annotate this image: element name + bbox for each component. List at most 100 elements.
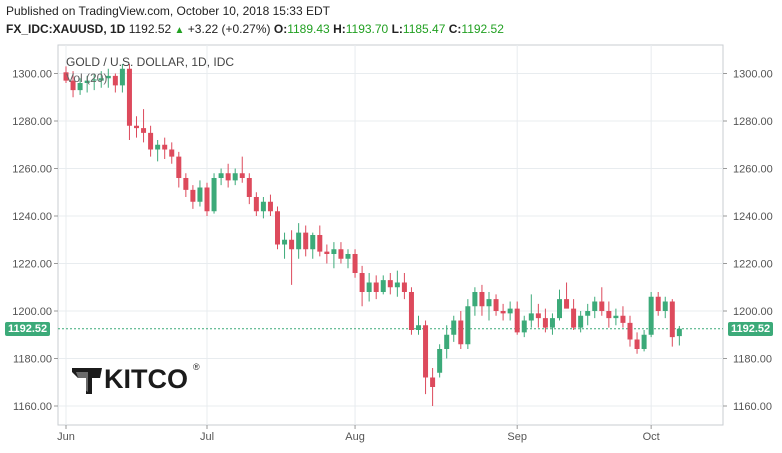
candle-up — [557, 289, 562, 321]
y-tick-label-left: 1180.00 — [13, 354, 52, 366]
candle-body — [239, 173, 245, 178]
grid-lines — [58, 45, 723, 425]
candle-body — [148, 132, 154, 150]
candle-down — [190, 185, 196, 209]
x-tick-label: Oct — [643, 431, 660, 443]
candle-body — [84, 80, 90, 83]
candle-body — [331, 249, 337, 254]
candle-up — [613, 308, 619, 326]
candle-down — [169, 142, 175, 164]
candle-up — [465, 299, 471, 349]
candle-body — [289, 239, 295, 250]
candle-body — [592, 301, 598, 311]
candle-body — [70, 80, 76, 91]
candle-body — [310, 235, 316, 250]
candle-body — [578, 315, 584, 328]
legend-title: GOLD / U.S. DOLLAR, 1D, IDC — [66, 55, 234, 69]
low-label: L: — [391, 22, 403, 36]
right-price-badge: 1192.52 — [728, 321, 774, 336]
candle-body — [317, 235, 323, 252]
candle-body — [669, 301, 675, 338]
candle-body — [394, 282, 400, 288]
kitco-registered: ® — [193, 362, 200, 372]
kitco-emblem-icon — [72, 368, 102, 394]
candle-body — [430, 377, 436, 387]
candle-body — [246, 178, 252, 197]
candle-body — [606, 311, 612, 319]
candle-body — [585, 311, 591, 316]
y-tick-label-right: 1280.00 — [733, 116, 773, 128]
candle-down — [324, 244, 330, 264]
candle-down — [423, 320, 429, 395]
candle-body — [634, 339, 640, 349]
candle-up — [366, 273, 372, 302]
published-caption: Published on TradingView.com, October 10… — [6, 4, 330, 18]
y-tick-label-right: 1260.00 — [733, 164, 773, 176]
plot-frame — [57, 44, 724, 426]
candle-up — [310, 232, 316, 259]
y-tick-label-left: 1300.00 — [12, 69, 52, 81]
candle-up — [282, 232, 288, 259]
candle-up — [592, 296, 598, 319]
candle-body — [282, 239, 288, 245]
y-tick-label-right: 1300.00 — [733, 69, 773, 81]
candle-body — [458, 320, 464, 345]
candle-body — [655, 296, 661, 311]
candle-body — [387, 280, 393, 288]
candle-down — [373, 275, 379, 300]
candle-down — [620, 306, 626, 328]
candle-up — [472, 287, 478, 316]
candle-body — [134, 125, 139, 129]
candle-body — [260, 201, 266, 212]
candle-body — [641, 334, 647, 349]
candle-body — [627, 322, 633, 340]
high-value: 1193.70 — [345, 22, 389, 36]
candle-body — [676, 328, 682, 337]
x-tick-label: Jul — [200, 431, 214, 443]
candle-down — [289, 230, 295, 285]
y-tick-label-left: 1200.00 — [12, 306, 52, 318]
candle-body — [345, 254, 351, 259]
candle-down — [63, 66, 69, 83]
candle-body — [620, 315, 626, 323]
candle-body — [451, 320, 457, 335]
candle-down — [627, 315, 633, 347]
candle-body — [324, 251, 330, 254]
candle-body — [557, 299, 562, 319]
candle-down — [564, 282, 570, 309]
candle-down — [317, 225, 323, 257]
candle-up — [84, 75, 90, 93]
candle-body — [465, 306, 471, 345]
candle-up — [585, 303, 591, 326]
candle-body — [204, 187, 210, 212]
candle-body — [218, 173, 224, 178]
candle-down — [599, 287, 605, 316]
candle-body — [155, 144, 161, 150]
axis-ticks: 1160.00 1160.00 1180.00 1180.00 1200.00 1200.… — [12, 69, 773, 444]
open-value: 1189.43 — [287, 22, 330, 36]
legend-volume: Vol (20) — [66, 71, 107, 85]
candle-body — [401, 282, 407, 292]
candle-body — [338, 249, 344, 259]
candle-up — [578, 311, 584, 333]
close-label: C: — [448, 22, 462, 36]
candle-up — [521, 315, 527, 338]
candle-down — [204, 182, 210, 216]
candle-down — [669, 299, 675, 347]
candle-down — [141, 109, 147, 143]
candle-up — [380, 275, 386, 295]
candle-body — [176, 156, 182, 178]
candle-down — [493, 294, 499, 316]
kitco-wordmark: KITCO — [104, 364, 188, 394]
candle-body — [352, 254, 358, 273]
candle-down — [408, 287, 414, 335]
candle-up — [218, 168, 224, 186]
candle-down — [655, 292, 661, 316]
candle-body — [91, 79, 97, 81]
candle-up — [91, 73, 97, 91]
candle-up — [296, 223, 302, 259]
candle-down — [126, 64, 132, 140]
candle-up — [662, 296, 668, 319]
candle-body — [373, 282, 379, 292]
